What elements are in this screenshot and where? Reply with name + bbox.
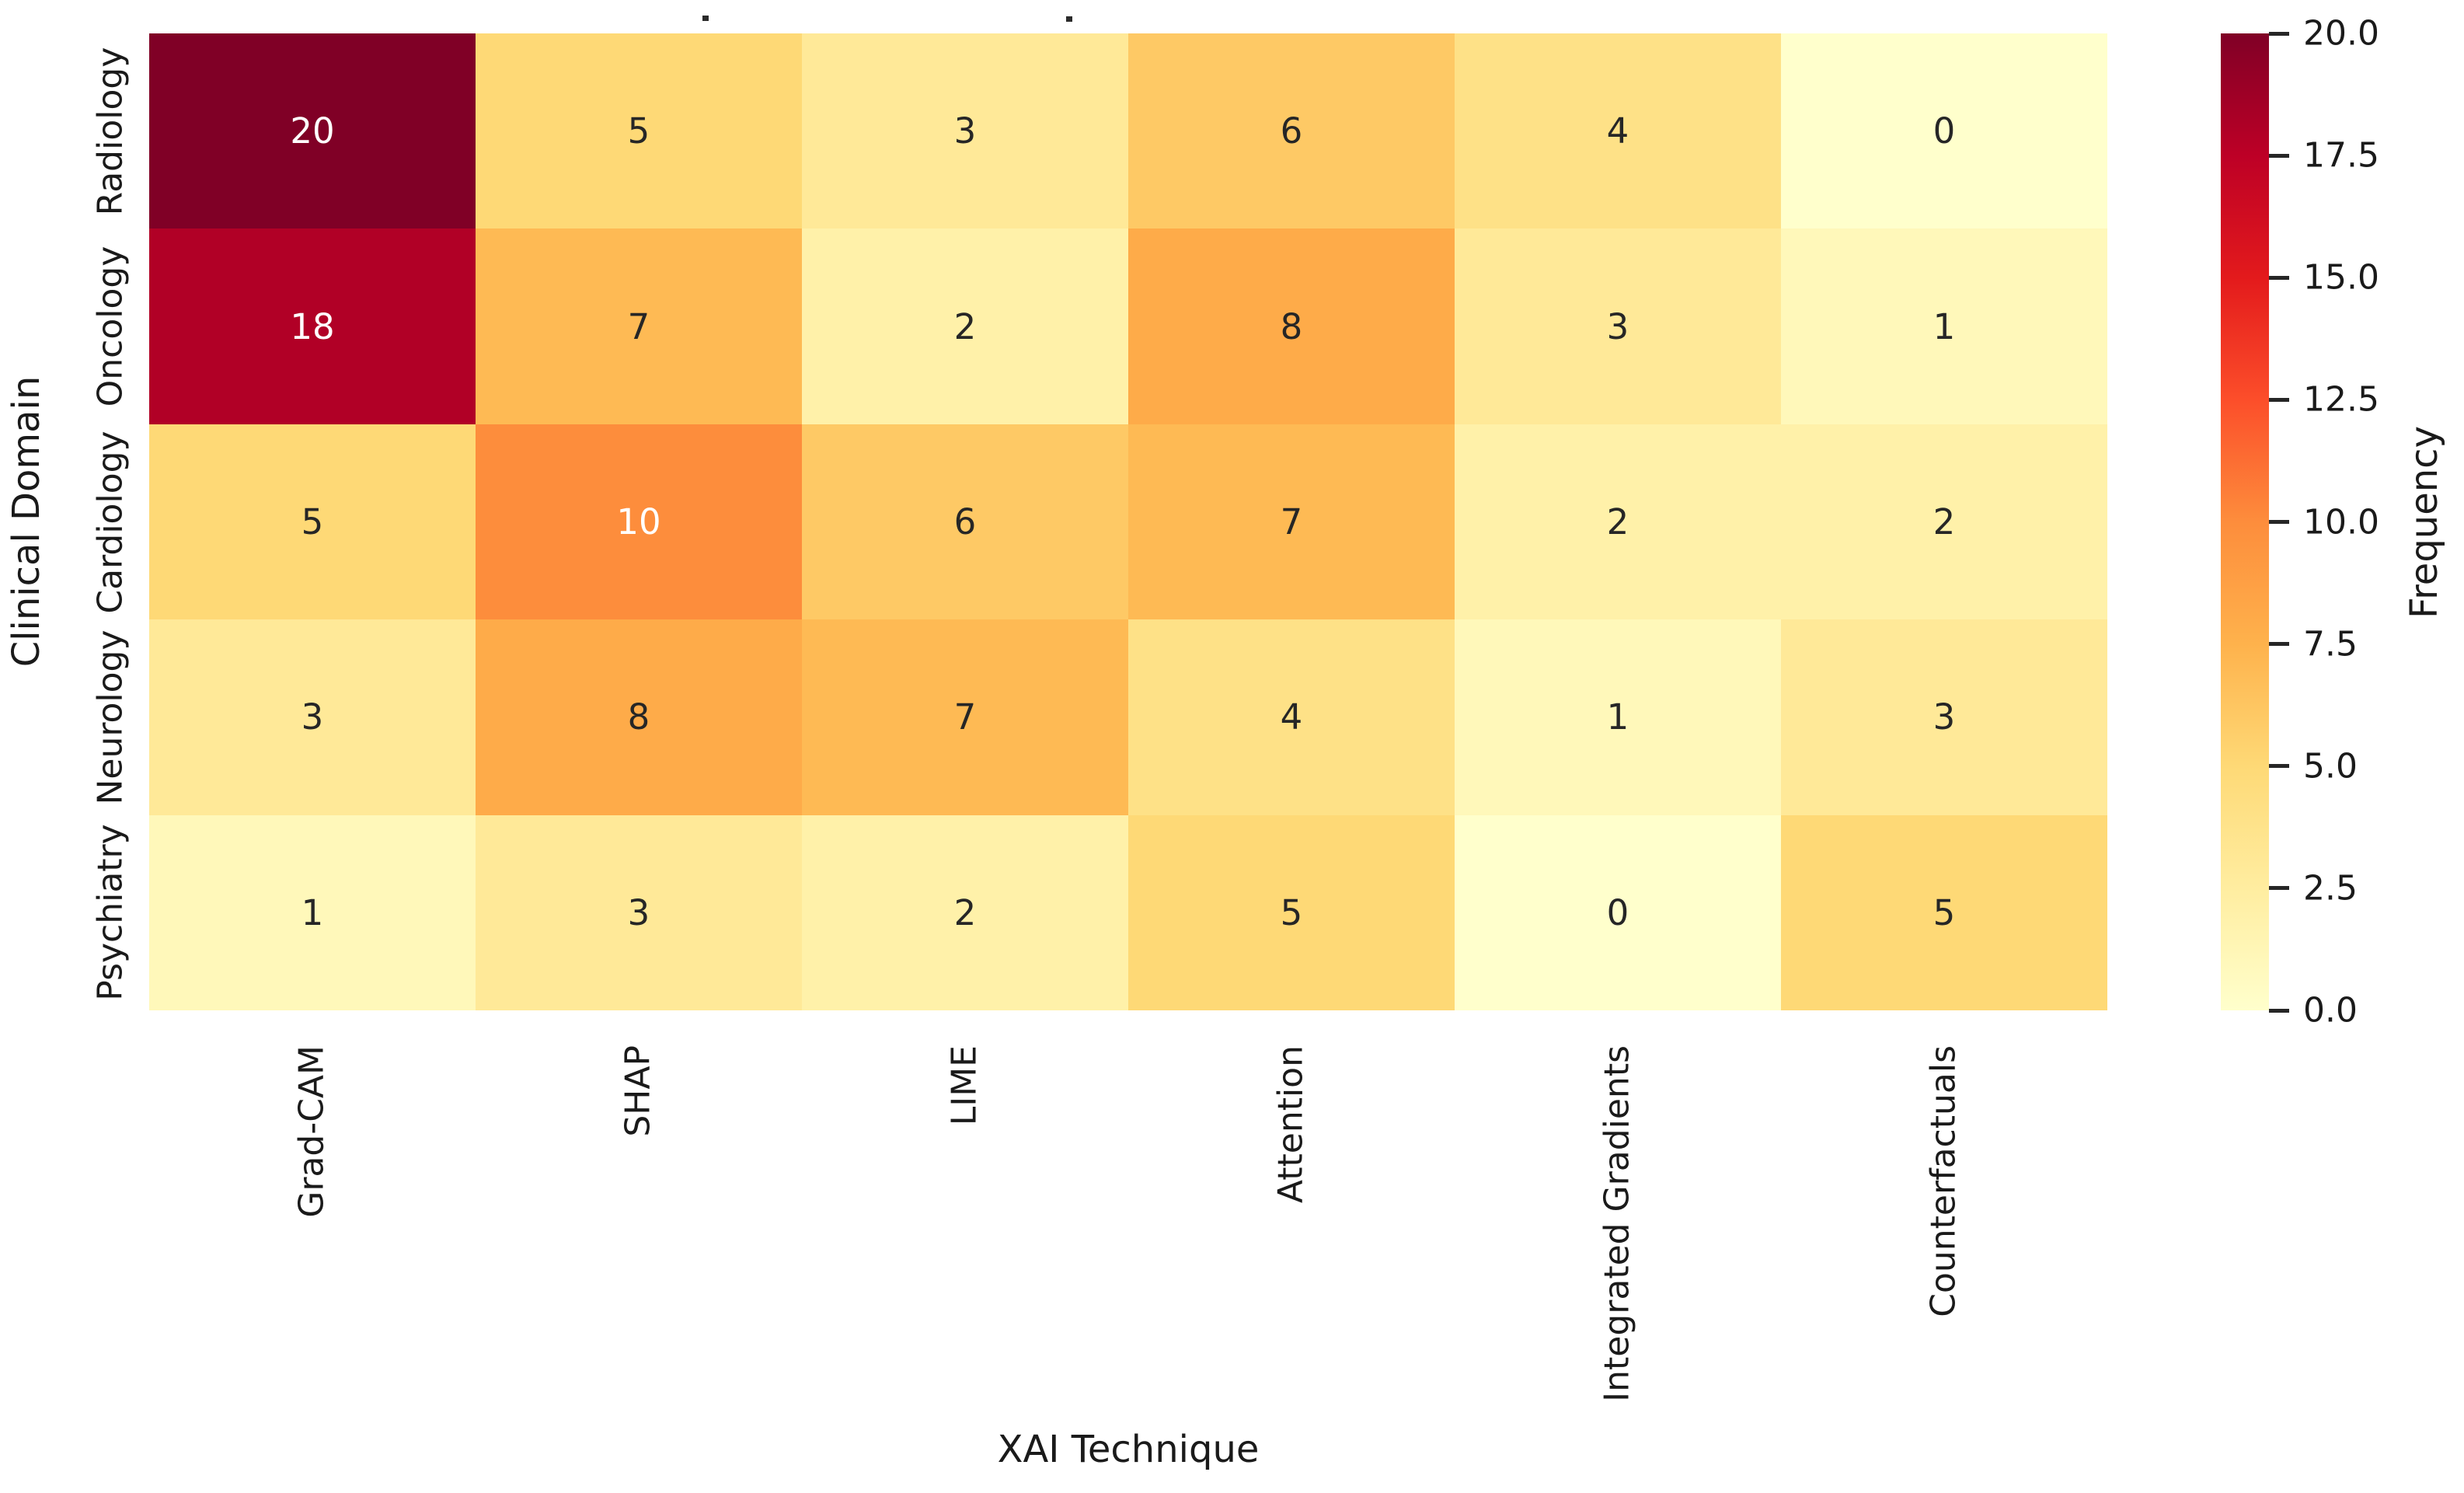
- cell-value: 3: [627, 891, 650, 933]
- cell-value: 3: [953, 110, 977, 152]
- heatmap-cell: 3: [149, 619, 476, 815]
- heatmap-cell: 2: [1781, 424, 2107, 620]
- colorbar-tick-label: 10.0: [2303, 502, 2379, 542]
- x-tick-label: LIME: [944, 1045, 985, 1126]
- cell-value: 2: [953, 891, 977, 933]
- cell-value: 0: [1606, 891, 1629, 933]
- y-axis-label: Clinical Domain: [4, 375, 48, 668]
- heatmap-cell: 7: [476, 228, 802, 424]
- colorbar-tick-label: 7.5: [2303, 624, 2358, 665]
- heatmap-cell: 3: [1455, 228, 1781, 424]
- x-tick-label: Counterfactuals: [1923, 1045, 1964, 1317]
- colorbar-tick-mark: [2269, 1008, 2289, 1013]
- cell-value: 2: [1606, 501, 1629, 542]
- x-tick-label: SHAP: [618, 1045, 658, 1137]
- cell-value: 5: [1280, 891, 1303, 933]
- heatmap-cell: 5: [476, 33, 802, 229]
- y-tick-label: Radiology: [90, 47, 131, 216]
- cell-value: 6: [1280, 110, 1303, 152]
- heatmap-plot-area: 20 5 3 6 4 0 18 7 2 8 3 1 5 10 6 7 2 2 3 8 7 4 1 3 1 3 2 5 0 5: [149, 33, 2107, 1010]
- clipped-title-mark: [1066, 16, 1072, 22]
- cell-value: 4: [1606, 110, 1629, 152]
- heatmap-cell: 6: [1128, 33, 1455, 229]
- colorbar-label: Frequency: [2402, 426, 2446, 619]
- colorbar-tick-label: 12.5: [2303, 379, 2379, 420]
- heatmap-cell: 5: [149, 424, 476, 620]
- colorbar-gradient: [2221, 33, 2269, 1010]
- cell-value: 2: [1933, 501, 1956, 542]
- cell-value: 7: [627, 305, 650, 347]
- heatmap-cell: 3: [476, 815, 802, 1010]
- colorbar-tick-mark: [2269, 31, 2289, 36]
- cell-value: 4: [1280, 696, 1303, 738]
- heatmap-cell: 3: [1781, 619, 2107, 815]
- heatmap-cell: 20: [149, 33, 476, 229]
- colorbar-tick-mark: [2269, 764, 2289, 769]
- colorbar-tick-label: 17.5: [2303, 135, 2379, 176]
- colorbar-tick-label: 5.0: [2303, 746, 2358, 787]
- clipped-title-mark: [702, 16, 709, 21]
- cell-value: 5: [301, 501, 324, 542]
- cell-value: 20: [290, 110, 335, 152]
- x-tick-label: Grad-CAM: [291, 1045, 332, 1218]
- cell-value: 7: [1280, 501, 1303, 542]
- colorbar-tick-label: 0.0: [2303, 990, 2358, 1031]
- cell-value: 1: [1933, 305, 1956, 347]
- heatmap-cell: 8: [476, 619, 802, 815]
- heatmap-cell: 5: [1128, 815, 1455, 1010]
- colorbar-tick-label: 2.5: [2303, 868, 2358, 909]
- cell-value: 8: [1280, 305, 1303, 347]
- cell-value: 7: [953, 696, 977, 738]
- cell-value: 5: [627, 110, 650, 152]
- colorbar-tick-mark: [2269, 153, 2289, 158]
- y-tick-label: Neurology: [90, 630, 131, 805]
- colorbar-tick-mark: [2269, 886, 2289, 891]
- heatmap-cell: 10: [476, 424, 802, 620]
- y-tick-label: Psychiatry: [90, 824, 131, 1001]
- heatmap-cell: 1: [1781, 228, 2107, 424]
- heatmap-cell: 7: [802, 619, 1128, 815]
- heatmap-cell: 0: [1455, 815, 1781, 1010]
- heatmap-cell: 0: [1781, 33, 2107, 229]
- y-tick-label: Oncology: [90, 246, 131, 407]
- cell-value: 2: [953, 305, 977, 347]
- x-tick-label: Attention: [1270, 1045, 1311, 1204]
- heatmap-cell: 7: [1128, 424, 1455, 620]
- x-axis-label: XAI Technique: [997, 1428, 1260, 1471]
- colorbar-tick-mark: [2269, 642, 2289, 647]
- heatmap-cell: 2: [802, 815, 1128, 1010]
- colorbar-tick-label: 15.0: [2303, 257, 2379, 298]
- heatmap-cell: 1: [1455, 619, 1781, 815]
- y-tick-label: Cardiology: [90, 430, 131, 614]
- cell-value: 1: [301, 891, 324, 933]
- cell-value: 8: [627, 696, 650, 738]
- heatmap-cell: 2: [1455, 424, 1781, 620]
- cell-value: 1: [1606, 696, 1629, 738]
- x-tick-label: Integrated Gradients: [1597, 1045, 1637, 1402]
- colorbar-tick-label: 20.0: [2303, 13, 2379, 54]
- heatmap-cell: 8: [1128, 228, 1455, 424]
- cell-value: 0: [1933, 110, 1956, 152]
- colorbar-tick-mark: [2269, 397, 2289, 402]
- heatmap-cell: 5: [1781, 815, 2107, 1010]
- heatmap-cell: 4: [1455, 33, 1781, 229]
- colorbar-tick-mark: [2269, 275, 2289, 280]
- heatmap-cell: 6: [802, 424, 1128, 620]
- heatmap-cell: 18: [149, 228, 476, 424]
- cell-value: 5: [1933, 891, 1956, 933]
- heatmap-cell: 4: [1128, 619, 1455, 815]
- heatmap-cell: 2: [802, 228, 1128, 424]
- heatmap-cell: 1: [149, 815, 476, 1010]
- cell-value: 3: [1933, 696, 1956, 738]
- colorbar-tick-mark: [2269, 520, 2289, 524]
- cell-value: 6: [953, 501, 977, 542]
- cell-value: 18: [290, 305, 335, 347]
- heatmap-cell: 3: [802, 33, 1128, 229]
- cell-value: 10: [616, 501, 661, 542]
- cell-value: 3: [1606, 305, 1629, 347]
- cell-value: 3: [301, 696, 324, 738]
